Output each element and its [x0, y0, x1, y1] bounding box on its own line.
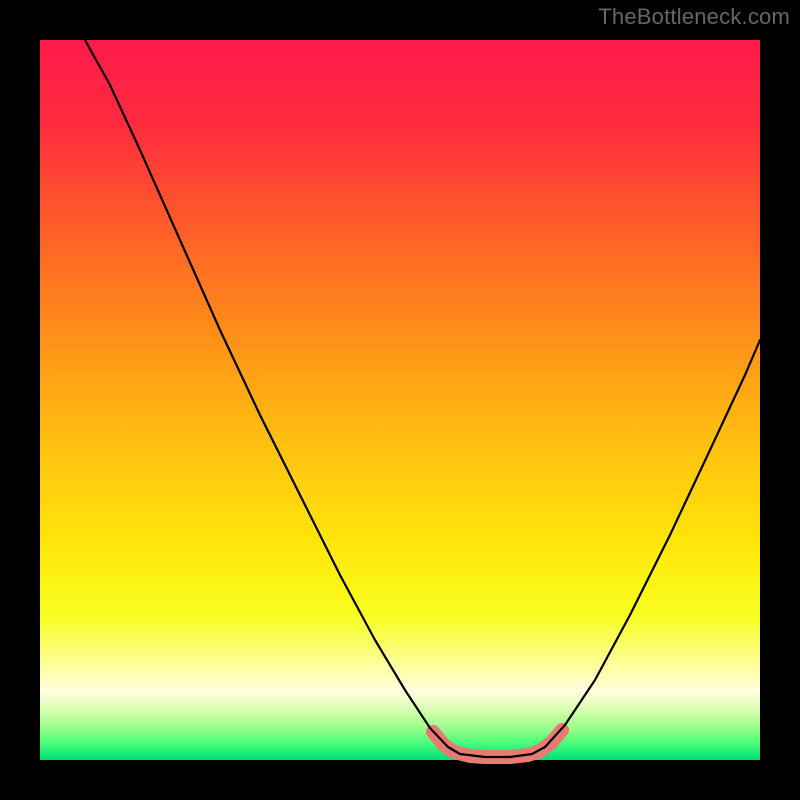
chart-stage: TheBottleneck.com [0, 0, 800, 800]
watermark-text: TheBottleneck.com [598, 4, 790, 30]
bottleneck-chart [0, 0, 800, 800]
plot-area [40, 40, 760, 760]
